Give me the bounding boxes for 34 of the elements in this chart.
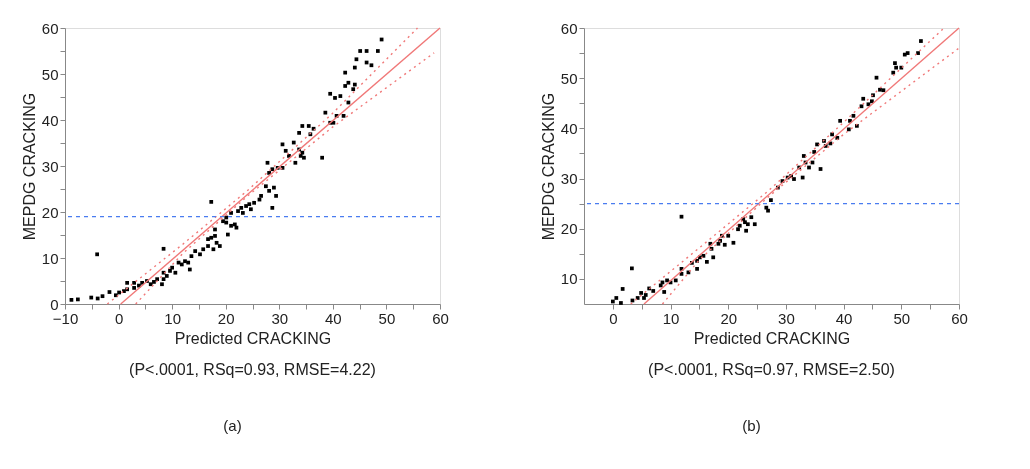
y-tick-label: 60 [560,19,578,37]
text: (P<.0001, RSq=0.93, RMSE=4.22) [129,361,376,378]
x-tick-label: 40 [325,309,342,327]
text: (P<.0001, RSq=0.97, RMSE=2.50) [648,361,895,378]
x-tick-label: 10 [662,309,680,327]
x-tick-label: 10 [164,309,181,327]
x-tick-label: 0 [114,309,124,327]
y-tick-label: 40 [560,119,578,137]
y-tick-label: 20 [41,203,59,221]
y-axis-title: MEPDG CRACKING [539,92,557,241]
y-tick-label: 60 [41,19,59,37]
x-tick-label: 30 [271,309,289,327]
x-tick-label: 50 [893,309,911,327]
x-tick-label: 30 [778,309,795,327]
y-tick-label: 40 [41,111,59,129]
x-tick-label: 0 [609,309,618,327]
x-tick-label: 50 [378,309,396,327]
x-axis-title: Predicted CRACKING [174,329,332,347]
text: (b) [742,417,761,434]
x-tick-label: 20 [217,309,235,327]
x-tick-label: 60 [951,309,968,327]
y-tick-label: 30 [560,170,578,188]
x-tick-label: 40 [835,309,853,327]
y-tick-label: 10 [560,270,578,288]
y-tick-label: 50 [41,65,59,83]
x-tick-label: 60 [432,309,449,327]
y-tick-label: 20 [560,220,578,238]
y-tick-label: 10 [41,249,59,267]
text: (a) [223,417,242,434]
y-tick-label: 30 [41,157,59,175]
x-axis-title: Predicted CRACKING [693,329,851,347]
y-tick-label: 50 [560,69,578,87]
y-axis-title: MEPDG CRACKING [20,92,38,241]
x-tick-label: 20 [720,309,738,327]
